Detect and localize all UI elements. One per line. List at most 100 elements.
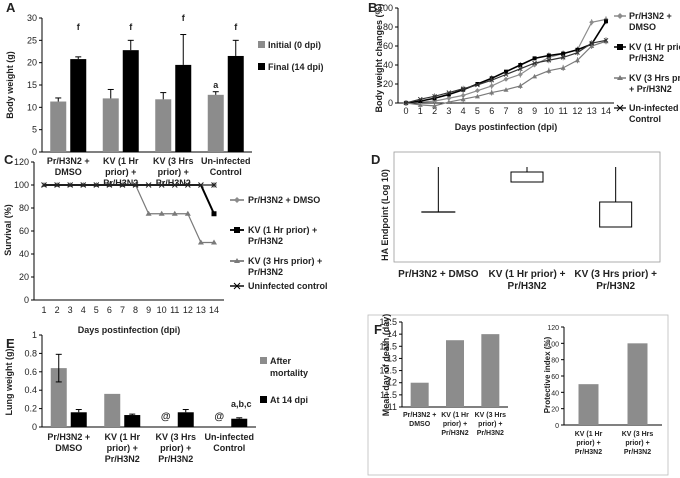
b-point: [560, 65, 566, 70]
f2-category-label: prior) +: [576, 440, 600, 447]
c-legend-label: KV (3 Hrs prior) +: [248, 256, 322, 266]
b-point: [604, 19, 608, 24]
c-legend-label: Uninfected control: [248, 281, 328, 291]
c-point: [145, 210, 152, 216]
f1-ytick-label: 14.5: [379, 317, 397, 327]
c-ytick-label: 20: [19, 272, 29, 282]
c-xtick-label: 3: [68, 305, 73, 315]
a-category-label: prior) +: [105, 167, 136, 177]
b-point: [532, 73, 538, 79]
c-legend-marker: [234, 197, 240, 203]
b-point: [546, 68, 552, 73]
e-legend-swatch: [260, 396, 267, 403]
c-legend-label: Pr/H3N2: [248, 236, 283, 246]
f2-category-label: Pr/H3N2: [575, 449, 602, 456]
e-bar-14dpi: [177, 412, 194, 427]
e-annotation: @: [214, 412, 224, 423]
b-point: [517, 83, 523, 88]
b-point: [474, 88, 480, 94]
c-point: [184, 182, 191, 188]
b-ylabel: Body weight changes (%): [374, 3, 384, 112]
c-ytick-label: 40: [19, 249, 29, 259]
e-ytick-label: 0.4: [24, 385, 37, 395]
a-category-label: Un-infected: [201, 156, 251, 166]
c-point: [145, 182, 152, 188]
c-legend-label: Pr/H3N2: [248, 267, 283, 277]
b-xtick-label: 5: [475, 106, 480, 116]
b-point: [475, 82, 480, 88]
c-ytick-label: 80: [19, 203, 29, 213]
e-legend-label: At 14 dpi: [270, 395, 308, 405]
f1-category-label: Pr/H3N2: [441, 430, 468, 437]
f2-category-label: prior) +: [625, 440, 649, 447]
e-category-label: Pr/H3N2: [105, 454, 140, 464]
c-point: [197, 239, 204, 245]
a-category-label: DMSO: [55, 167, 82, 177]
f1-category-label: DMSO: [409, 421, 431, 428]
c-xtick-label: 14: [209, 305, 219, 315]
a-ytick-label: 20: [27, 58, 37, 68]
f1-ytick-label: 11.5: [380, 390, 397, 400]
a-annotation: a: [213, 80, 219, 90]
c-ytick-label: 60: [19, 226, 29, 236]
f2-ytick-label: 20: [551, 407, 559, 414]
b-xtick-label: 14: [601, 106, 611, 116]
b-point: [460, 92, 466, 98]
e-bar-after-mortality: [104, 393, 121, 427]
c-point: [211, 211, 217, 217]
b-point: [417, 96, 423, 102]
b-point: [546, 53, 551, 58]
e-legend-label: After: [270, 356, 291, 366]
a-bar-initial: [155, 99, 172, 152]
e-ytick-label: 1: [32, 330, 37, 340]
a-legend-label: Initial (0 dpi): [268, 40, 321, 50]
b-xtick-label: 12: [572, 106, 582, 116]
b-ytick-label: 20: [383, 79, 393, 89]
b-point: [475, 82, 480, 86]
f1-category-label: KV (3 Hrs: [475, 412, 507, 419]
f1-category-label: Pr/H3N2 +: [403, 412, 436, 419]
a-legend-swatch: [258, 41, 265, 48]
b-point: [403, 100, 409, 106]
b-point: [574, 57, 580, 63]
a-bar-final: [227, 55, 244, 152]
b-xtick-label: 0: [403, 106, 408, 116]
e-ytick-label: 0.2: [24, 404, 37, 414]
a-legend-swatch: [258, 63, 265, 70]
a-ytick-label: 0: [32, 147, 37, 157]
a-category-label: Pr/H3N2 +: [47, 156, 90, 166]
b-xtick-label: 1: [418, 106, 423, 116]
f1-category-label: prior) +: [478, 421, 502, 428]
a-ytick-label: 30: [27, 13, 37, 23]
c-xtick-label: 13: [196, 305, 206, 315]
a-bar-initial: [102, 98, 119, 152]
d-box: [599, 201, 633, 228]
f2-bar: [578, 384, 599, 425]
panel-letter-d: D: [371, 152, 380, 167]
c-point: [132, 182, 139, 188]
c-point: [93, 182, 100, 188]
d-ylabel: HA Endpoint (Log 10): [380, 169, 390, 261]
a-bar-final: [122, 50, 139, 152]
a-bar-final: [70, 59, 87, 152]
b-legend-marker: [617, 13, 623, 19]
b-point: [503, 87, 509, 92]
e-category-label: Un-infected: [205, 432, 255, 442]
b-legend-marker: [617, 75, 623, 80]
c-point: [211, 239, 217, 245]
b-legend-label: KV (1 Hr prior) +: [629, 42, 680, 52]
b-legend-label: KV (3 Hrs prior): [629, 73, 680, 83]
b-point: [460, 86, 466, 92]
b-point: [418, 99, 423, 104]
c-point: [211, 182, 217, 188]
b-point: [432, 103, 438, 108]
b-point: [603, 37, 609, 43]
d-category-label: Pr/H3N2: [508, 281, 547, 292]
e-ylabel: Lung weight (g): [4, 349, 14, 416]
b-point: [503, 76, 509, 82]
f1-ytick-label: 11: [388, 402, 397, 412]
e-ytick-label: 0.8: [24, 348, 37, 358]
b-point: [417, 102, 423, 107]
b-point: [546, 57, 552, 63]
